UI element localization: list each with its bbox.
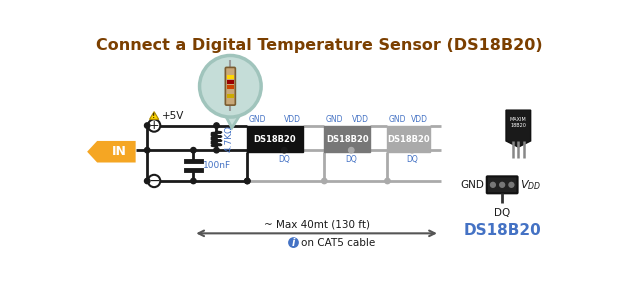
Text: GND: GND bbox=[326, 115, 343, 124]
Circle shape bbox=[148, 119, 160, 132]
Circle shape bbox=[508, 181, 515, 189]
FancyBboxPatch shape bbox=[325, 125, 371, 153]
Text: DQ: DQ bbox=[494, 208, 510, 218]
Text: DS18B20: DS18B20 bbox=[326, 134, 369, 144]
FancyBboxPatch shape bbox=[227, 94, 234, 98]
Text: ~ Max 40mt (130 ft): ~ Max 40mt (130 ft) bbox=[264, 219, 369, 229]
Polygon shape bbox=[87, 141, 136, 162]
Circle shape bbox=[385, 178, 390, 184]
Circle shape bbox=[409, 147, 415, 153]
Text: on CAT5 cable: on CAT5 cable bbox=[301, 238, 376, 248]
Text: i: i bbox=[292, 238, 295, 248]
FancyBboxPatch shape bbox=[388, 125, 430, 153]
Circle shape bbox=[282, 147, 287, 153]
FancyBboxPatch shape bbox=[227, 85, 234, 89]
Circle shape bbox=[214, 147, 219, 153]
Circle shape bbox=[348, 147, 354, 153]
Text: VDD: VDD bbox=[411, 115, 428, 124]
Circle shape bbox=[489, 181, 497, 189]
Text: DQ: DQ bbox=[406, 155, 418, 164]
Polygon shape bbox=[150, 112, 159, 119]
Circle shape bbox=[145, 147, 150, 153]
Circle shape bbox=[245, 178, 250, 184]
Circle shape bbox=[245, 178, 250, 184]
Text: +: + bbox=[149, 119, 159, 132]
Text: +5V: +5V bbox=[162, 110, 184, 121]
Text: $V_{DD}$: $V_{DD}$ bbox=[520, 178, 541, 192]
Text: MAXIM
18B20: MAXIM 18B20 bbox=[510, 117, 526, 128]
Text: DS18B20: DS18B20 bbox=[464, 223, 541, 238]
Text: DQ: DQ bbox=[345, 155, 357, 164]
Text: DQ: DQ bbox=[278, 155, 290, 164]
Text: GND: GND bbox=[249, 115, 267, 124]
Polygon shape bbox=[224, 113, 240, 128]
Text: VDD: VDD bbox=[284, 115, 301, 124]
Circle shape bbox=[214, 123, 219, 128]
Text: −: − bbox=[148, 174, 160, 188]
FancyBboxPatch shape bbox=[487, 176, 518, 193]
Text: DS18B20: DS18B20 bbox=[388, 134, 430, 144]
Circle shape bbox=[199, 55, 261, 117]
Circle shape bbox=[191, 178, 196, 184]
Text: !: ! bbox=[153, 113, 156, 119]
Text: 4.7KΩ: 4.7KΩ bbox=[224, 126, 233, 153]
FancyBboxPatch shape bbox=[227, 75, 234, 79]
Circle shape bbox=[288, 237, 299, 248]
Text: IN: IN bbox=[112, 145, 127, 158]
Text: GND: GND bbox=[389, 115, 406, 124]
Text: 100nF: 100nF bbox=[203, 161, 232, 170]
Circle shape bbox=[498, 181, 506, 189]
Text: VDD: VDD bbox=[352, 115, 369, 124]
Polygon shape bbox=[506, 110, 531, 147]
Text: GND: GND bbox=[460, 180, 485, 190]
Text: Connect a Digital Temperature Sensor (DS18B20): Connect a Digital Temperature Sensor (DS… bbox=[95, 38, 542, 53]
Circle shape bbox=[148, 175, 160, 187]
Circle shape bbox=[145, 178, 150, 184]
Circle shape bbox=[321, 178, 327, 184]
FancyBboxPatch shape bbox=[247, 125, 303, 153]
Text: DS18B20: DS18B20 bbox=[254, 134, 297, 144]
Circle shape bbox=[191, 147, 196, 153]
Circle shape bbox=[145, 123, 150, 128]
FancyBboxPatch shape bbox=[227, 80, 234, 84]
FancyBboxPatch shape bbox=[226, 67, 235, 105]
